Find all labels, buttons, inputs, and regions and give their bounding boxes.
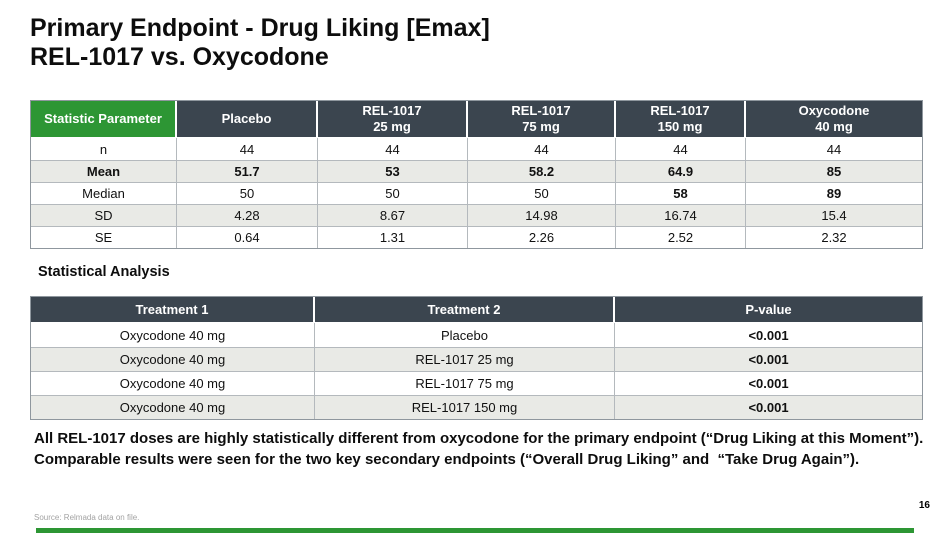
page-title-line2: REL-1017 vs. Oxycodone xyxy=(30,43,329,71)
table-cell: 44 xyxy=(616,138,746,160)
page-title: Primary Endpoint - Drug Liking [Emax] RE… xyxy=(30,14,490,72)
page-title-line1: Primary Endpoint - Drug Liking [Emax] xyxy=(30,14,490,42)
analysis-header-treatment2: Treatment 2 xyxy=(315,297,615,323)
analysis-header-treatment1: Treatment 1 xyxy=(31,297,315,323)
pvalue-cell: <0.001 xyxy=(615,395,922,419)
table-cell: 89 xyxy=(746,182,922,204)
analysis-row: Oxycodone 40 mg REL-1017 25 mg <0.001 xyxy=(31,347,922,371)
analysis-table-header-row: Treatment 1 Treatment 2 P-value xyxy=(31,297,922,323)
analysis-header-pvalue: P-value xyxy=(615,297,922,323)
pvalue-cell: <0.001 xyxy=(615,371,922,395)
stats-header-rel1017-25mg: REL-1017 25 mg xyxy=(318,101,468,138)
treatment2-cell: REL-1017 25 mg xyxy=(315,347,615,371)
table-cell: 58.2 xyxy=(468,160,616,182)
row-label: SD xyxy=(31,204,177,226)
treatment2-cell: REL-1017 75 mg xyxy=(315,371,615,395)
table-cell: 15.4 xyxy=(746,204,922,226)
footer-accent-bar xyxy=(36,528,914,533)
table-cell: 58 xyxy=(616,182,746,204)
table-cell: 2.32 xyxy=(746,226,922,248)
source-note: Source: Relmada data on file. xyxy=(34,513,140,522)
analysis-row: Oxycodone 40 mg REL-1017 75 mg <0.001 xyxy=(31,371,922,395)
table-cell: 2.26 xyxy=(468,226,616,248)
statistical-analysis-table: Treatment 1 Treatment 2 P-value Oxycodon… xyxy=(30,296,923,420)
table-cell: 64.9 xyxy=(616,160,746,182)
stats-row-mean: Mean 51.7 53 58.2 64.9 85 xyxy=(31,160,922,182)
table-cell: 44 xyxy=(746,138,922,160)
statistics-table-header-row: Statistic Parameter Placebo REL-1017 25 … xyxy=(31,101,922,138)
table-cell: 14.98 xyxy=(468,204,616,226)
treatment2-cell: REL-1017 150 mg xyxy=(315,395,615,419)
table-cell: 50 xyxy=(318,182,468,204)
table-cell: 0.64 xyxy=(177,226,318,248)
treatment1-cell: Oxycodone 40 mg xyxy=(31,395,315,419)
table-cell: 4.28 xyxy=(177,204,318,226)
table-cell: 16.74 xyxy=(616,204,746,226)
table-cell: 44 xyxy=(468,138,616,160)
treatment1-cell: Oxycodone 40 mg xyxy=(31,323,315,347)
pvalue-cell: <0.001 xyxy=(615,347,922,371)
table-cell: 85 xyxy=(746,160,922,182)
row-label: Mean xyxy=(31,160,177,182)
stats-row-se: SE 0.64 1.31 2.26 2.52 2.32 xyxy=(31,226,922,248)
table-cell: 50 xyxy=(468,182,616,204)
stats-header-rel1017-75mg: REL-1017 75 mg xyxy=(468,101,616,138)
treatment2-cell: Placebo xyxy=(315,323,615,347)
treatment1-cell: Oxycodone 40 mg xyxy=(31,371,315,395)
stats-header-rel1017-150mg: REL-1017 150 mg xyxy=(616,101,746,138)
statistics-table: Statistic Parameter Placebo REL-1017 25 … xyxy=(30,100,923,249)
summary-text: All REL-1017 doses are highly statistica… xyxy=(34,430,932,468)
analysis-row: Oxycodone 40 mg Placebo <0.001 xyxy=(31,323,922,347)
table-cell: 50 xyxy=(177,182,318,204)
treatment1-cell: Oxycodone 40 mg xyxy=(31,347,315,371)
table-cell: 53 xyxy=(318,160,468,182)
stats-header-oxycodone-40mg: Oxycodone 40 mg xyxy=(746,101,922,138)
stats-row-n: n 44 44 44 44 44 xyxy=(31,138,922,160)
table-cell: 1.31 xyxy=(318,226,468,248)
row-label: Median xyxy=(31,182,177,204)
table-cell: 44 xyxy=(318,138,468,160)
stats-row-sd: SD 4.28 8.67 14.98 16.74 15.4 xyxy=(31,204,922,226)
analysis-row: Oxycodone 40 mg REL-1017 150 mg <0.001 xyxy=(31,395,922,419)
stats-header-statistic-parameter: Statistic Parameter xyxy=(31,101,177,138)
stats-header-placebo: Placebo xyxy=(177,101,318,138)
row-label: SE xyxy=(31,226,177,248)
pvalue-cell: <0.001 xyxy=(615,323,922,347)
page-number: 16 xyxy=(918,500,930,511)
section-heading: Statistical Analysis xyxy=(38,264,170,280)
row-label: n xyxy=(31,138,177,160)
stats-row-median: Median 50 50 50 58 89 xyxy=(31,182,922,204)
table-cell: 8.67 xyxy=(318,204,468,226)
table-cell: 51.7 xyxy=(177,160,318,182)
table-cell: 2.52 xyxy=(616,226,746,248)
table-cell: 44 xyxy=(177,138,318,160)
